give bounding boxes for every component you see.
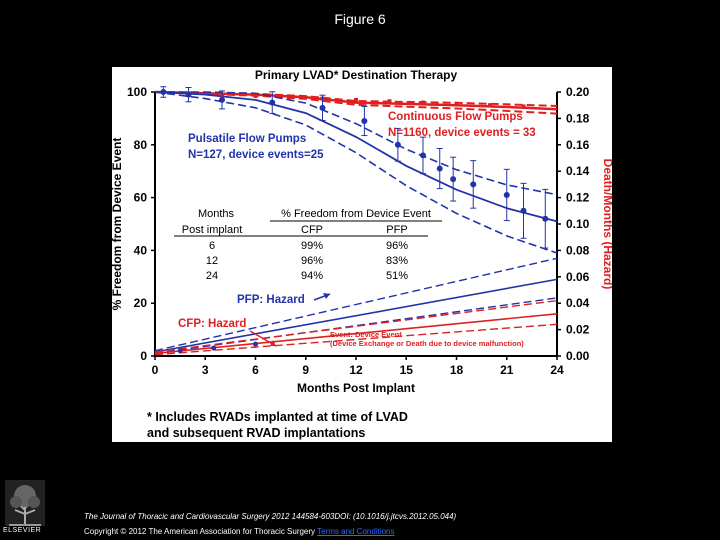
chart-svg: Primary LVAD* Destination Therapy 0 3 6 9 12 1…: [112, 68, 612, 440]
pfp-data-point: [420, 152, 426, 159]
copyright-line: Copyright © 2012 The American Associatio…: [84, 527, 395, 536]
chart-panel: Primary LVAD* Destination Therapy 0 3 6 9 12 1…: [112, 67, 612, 442]
cfp-data-point: [253, 93, 258, 98]
pfp-hazard-label: PFP: Hazard: [237, 294, 305, 306]
pfp-hazard-lower-ci: [154, 297, 558, 355]
chart-title: Primary LVAD* Destination Therapy: [255, 68, 458, 82]
cfp-hazard-arrowhead: [270, 340, 276, 346]
table-header: PFP: [386, 224, 407, 236]
table-cell: 83%: [386, 255, 408, 267]
x-axis-label: Months Post Implant: [297, 381, 415, 395]
table-header: CFP: [301, 224, 323, 236]
table-cell: 51%: [386, 270, 408, 282]
table-header: % Freedom from Device Event: [281, 208, 431, 220]
cfp-hazard-lower-ci: [154, 323, 558, 356]
cfp-n-label: N=1160, device events = 33: [388, 127, 536, 139]
cfp-data-point: [387, 99, 392, 104]
x-tick-label: 0: [152, 363, 159, 377]
cfp-hazard-line: [154, 313, 558, 355]
pfp-data-point: [450, 176, 457, 183]
y2-tick-label: 0.02: [566, 323, 590, 337]
y2-tick-label: 0.20: [566, 85, 590, 99]
y2-tick-label: 0.14: [566, 164, 590, 178]
cfp-data-point: [354, 97, 358, 102]
pfp-data-point: [160, 89, 167, 95]
journal-citation: The Journal of Thoracic and Cardiovascul…: [84, 512, 457, 521]
cfp-data-point: [488, 103, 492, 108]
copyright-text: Copyright © 2012 The American Associatio…: [84, 527, 316, 536]
pfp-data-point: [436, 165, 443, 172]
y-tick-label: 20: [134, 296, 148, 310]
footnote: and subsequent RVAD implantations: [147, 426, 365, 440]
y-tick-label: 0: [140, 349, 147, 363]
y2-tick-label: 0.16: [566, 138, 590, 152]
pfp-hazard-point: [211, 345, 217, 351]
footnote: * Includes RVADs implanted at time of LV…: [147, 410, 408, 424]
pfp-data-point: [470, 181, 477, 188]
figure-title: Figure 6: [334, 11, 386, 27]
pfp-data-point: [269, 99, 276, 106]
elsevier-tree-icon: [5, 480, 45, 526]
table-cell: 6: [209, 240, 215, 252]
pfp-hazard-upper-ci: [154, 257, 558, 352]
cfp-data-point: [287, 95, 291, 100]
table-cell: 24: [206, 270, 218, 282]
pfp-label: Pulsatile Flow Pumps: [188, 133, 306, 145]
pfp-data-point: [542, 215, 549, 222]
y-tick-label: 40: [134, 243, 148, 257]
x-tick-label: 3: [202, 363, 209, 377]
table-cell: 96%: [386, 240, 408, 252]
y2-tick-label: 0.18: [566, 111, 590, 125]
event-note: Event: Device Event: [330, 330, 402, 339]
y2-tick-label: 0.12: [566, 191, 590, 205]
pfp-hazard-arrowhead: [323, 293, 330, 299]
table-header: Post implant: [182, 224, 243, 236]
pfp-hazard-point: [177, 348, 183, 354]
pfp-data-point: [394, 141, 401, 148]
table-cell: 99%: [301, 240, 323, 252]
y2-tick-label: 0.08: [566, 243, 590, 257]
pfp-data-point: [219, 96, 225, 103]
cfp-data-point: [454, 101, 459, 106]
x-tick-label: 18: [450, 363, 464, 377]
table-header: Months: [198, 208, 235, 220]
cfp-hazard-upper-ci: [154, 299, 558, 353]
cfp-hazard-label: CFP: Hazard: [178, 318, 246, 330]
cfp-label: Continuous Flow Pumps: [388, 111, 523, 123]
pfp-data-point: [319, 104, 326, 111]
pfp-hazard-point: [253, 341, 258, 347]
y-axis-label: % Freedom from Device Event: [112, 138, 124, 311]
x-tick-label: 6: [252, 363, 259, 377]
table-cell: 12: [206, 255, 218, 267]
x-tick-label: 21: [500, 363, 514, 377]
y-tick-label: 60: [134, 191, 148, 205]
cfp-data-point: [421, 100, 425, 105]
terms-link[interactable]: Terms and Conditions: [317, 527, 395, 536]
pfp-data-point: [520, 207, 527, 214]
cfp-data-point: [521, 104, 526, 109]
pfp-data-point: [185, 91, 192, 98]
pfp-data-point: [361, 118, 368, 125]
event-note-detail: (Device Exchange or Death due to device …: [330, 339, 524, 348]
pfp-n-label: N=127, device events=25: [188, 149, 324, 161]
pfp-data-point: [503, 191, 510, 198]
y2-tick-label: 0.00: [566, 349, 590, 363]
publisher-name: ELSEVIER: [3, 527, 42, 534]
y2-tick-label: 0.10: [566, 217, 590, 231]
table-cell: 94%: [301, 270, 323, 282]
table-cell: 96%: [301, 255, 323, 267]
y2-tick-label: 0.04: [566, 296, 590, 310]
y-tick-label: 100: [127, 85, 147, 99]
y2-tick-label: 0.06: [566, 270, 590, 284]
x-tick-label: 15: [400, 363, 414, 377]
y-tick-label: 80: [134, 138, 148, 152]
x-tick-label: 12: [349, 363, 363, 377]
x-tick-label: 24: [550, 363, 564, 377]
pfp-hazard-line: [154, 278, 558, 353]
y2-axis-label: Death/Months (Hazard): [601, 159, 612, 290]
x-tick-label: 9: [302, 363, 309, 377]
